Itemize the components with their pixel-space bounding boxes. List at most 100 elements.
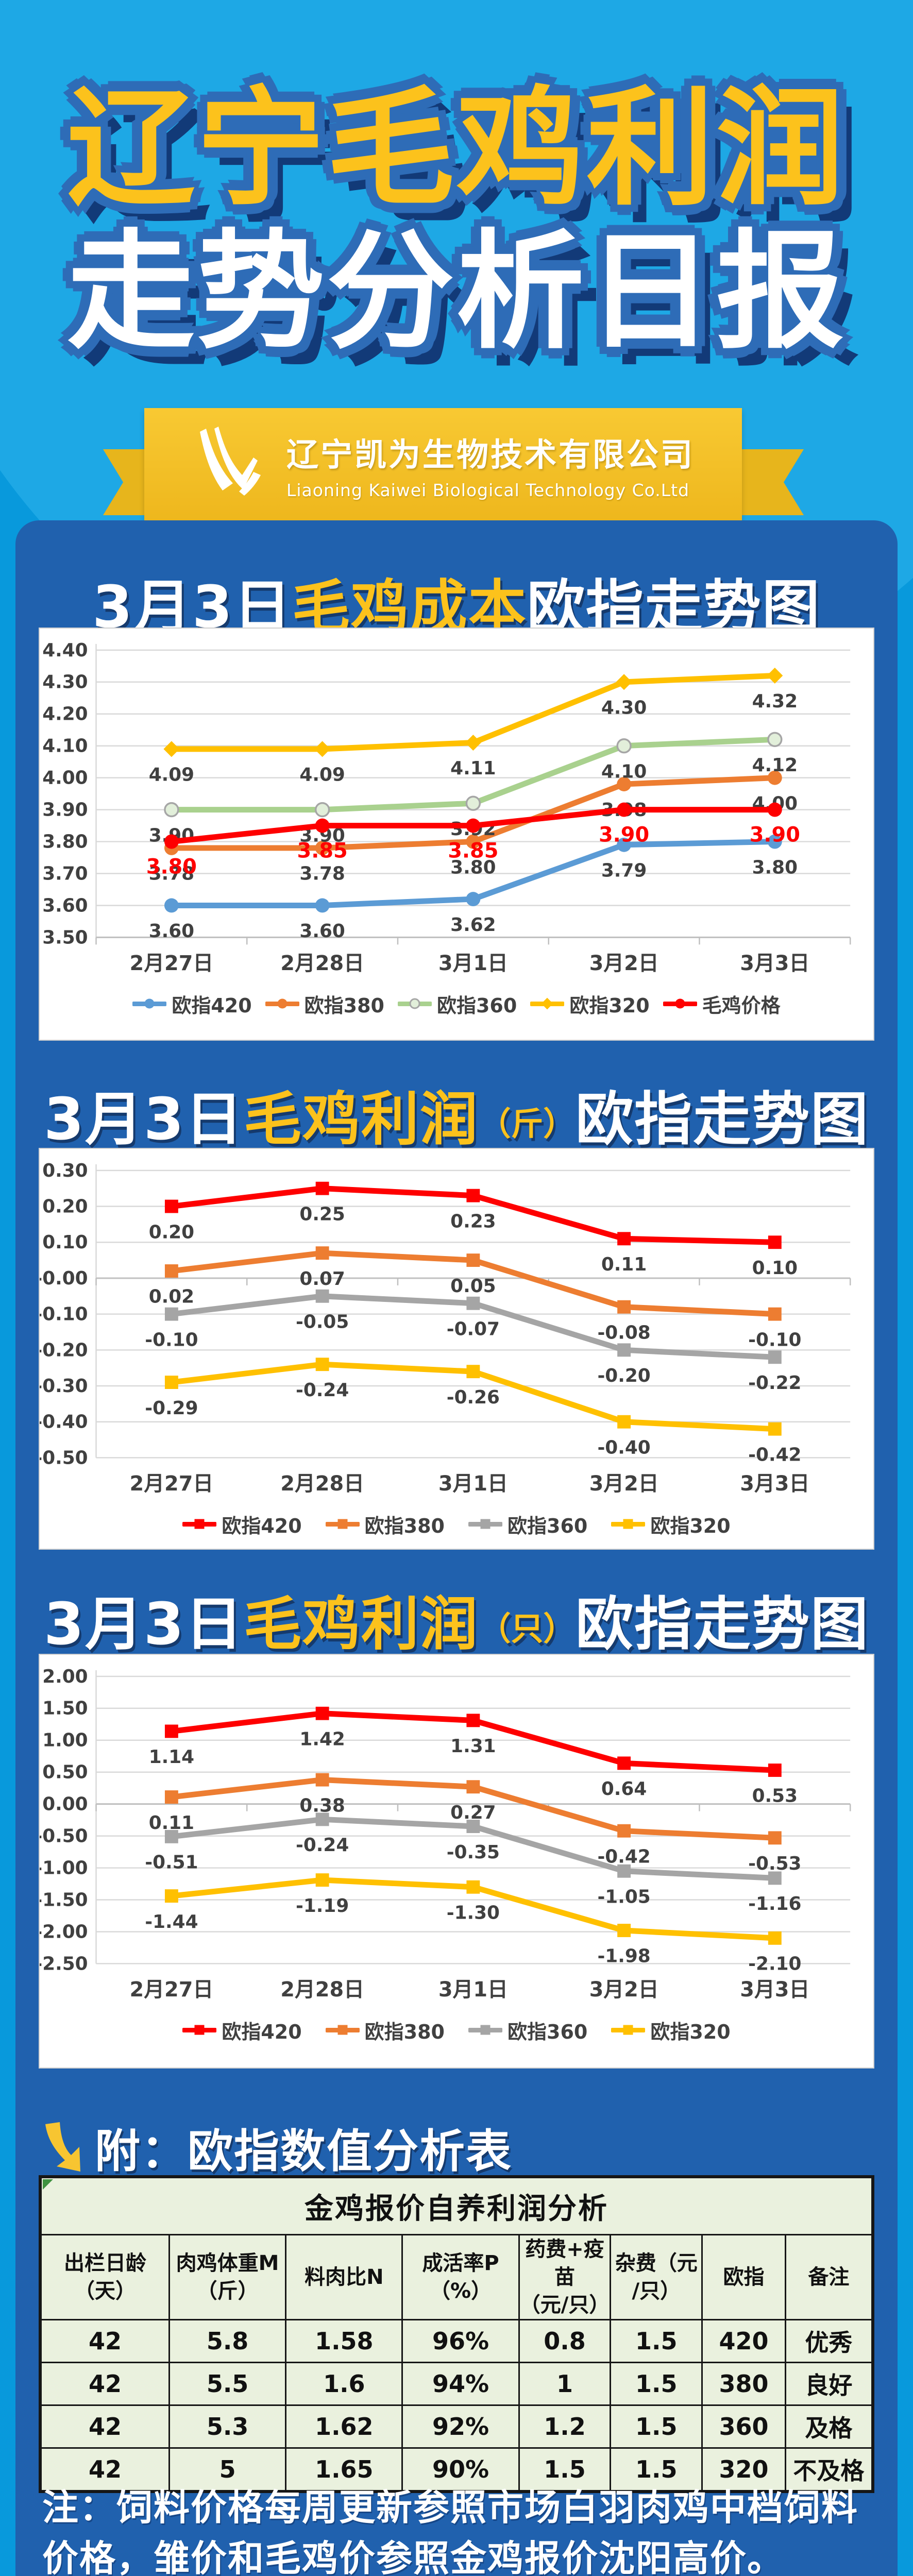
legend-item: 欧指320	[611, 2016, 731, 2044]
legend-item: 欧指380	[325, 2016, 445, 2044]
svg-text:0.07: 0.07	[299, 1268, 345, 1290]
svg-text:1.42: 1.42	[299, 1728, 345, 1750]
chart-title-part: 欧指走势图	[576, 1591, 870, 1658]
profit-table: 金鸡报价自养利润分析 出栏日龄 （天） 肉鸡体重M （斤） 料肉比N 成活率P （%） 药费+疫…	[39, 2175, 874, 2493]
svg-text:3.50: 3.50	[42, 927, 88, 948]
legend-label: 欧指420	[172, 994, 252, 1017]
table-cell: 1.2	[518, 2404, 612, 2449]
svg-text:4.09: 4.09	[149, 765, 194, 786]
svg-text:-0.29: -0.29	[145, 1398, 198, 1419]
svg-text:-0.07: -0.07	[447, 1318, 500, 1340]
svg-text:-0.35: -0.35	[447, 1842, 500, 1863]
table-cell: 1.5	[610, 2362, 703, 2406]
svg-text:3.90: 3.90	[599, 823, 649, 846]
chart3-canvas: 2.00 1.50 1.00 0.50 0.00 -0.50 -1.00 -1.50 -2.00…	[40, 1666, 851, 2002]
svg-text:4.20: 4.20	[42, 704, 88, 725]
svg-text:3月3日: 3月3日	[740, 1978, 809, 2002]
company-name-cn: 辽宁凯为生物技术有限公司	[286, 435, 695, 473]
svg-text:3.80: 3.80	[42, 832, 88, 853]
table-cell: 良好	[784, 2362, 874, 2406]
company-logo-icon	[192, 425, 269, 504]
svg-text:0.20: 0.20	[149, 1222, 194, 1243]
table-cell: 1.65	[285, 2447, 403, 2493]
svg-text:-1.30: -1.30	[447, 1902, 500, 1923]
table-cell: 1.62	[285, 2404, 403, 2449]
analysis-section-title: 附：欧指数值分析表	[95, 2125, 513, 2178]
table-cell: 优秀	[784, 2319, 874, 2363]
svg-text:-0.50: -0.50	[40, 1447, 88, 1468]
header-title: 辽宁毛鸡利润 走势分析日报	[0, 77, 913, 364]
table-cell: 1.5	[518, 2447, 612, 2493]
legend-label: 欧指420	[222, 2020, 302, 2043]
chart1-canvas: 4.40 4.30 4.20 4.10 4.00 3.90 3.80 3.70 3.60 3.50…	[42, 640, 851, 975]
table-cell: 5.3	[168, 2404, 287, 2449]
svg-text:-0.05: -0.05	[296, 1312, 349, 1333]
svg-text:3.60: 3.60	[299, 921, 345, 942]
svg-text:-1.98: -1.98	[597, 1946, 650, 1967]
series-欧指320: 4.09 4.09 4.11 4.30 4.32	[149, 667, 798, 786]
table-header-cell: 药费+疫苗 （元/只）	[518, 2234, 612, 2320]
svg-text:2月27日: 2月27日	[130, 952, 214, 975]
legend-item: 欧指320	[530, 990, 650, 1018]
cell-corner-marker	[43, 2179, 53, 2190]
legend-label: 欧指360	[508, 2020, 588, 2043]
table-cell: 1.5	[610, 2319, 703, 2363]
table-cell: 320	[701, 2447, 786, 2493]
svg-text:0.25: 0.25	[299, 1204, 345, 1225]
svg-text:-0.22: -0.22	[748, 1372, 801, 1394]
table-header-row: 出栏日龄 （天） 肉鸡体重M （斤） 料肉比N 成活率P （%） 药费+疫苗 （元/只） 杂费（元…	[39, 2234, 874, 2320]
table-cell: 380	[701, 2362, 786, 2406]
svg-text:2月28日: 2月28日	[280, 1472, 364, 1496]
table-cell: 96%	[401, 2319, 520, 2363]
legend-item: 欧指380	[325, 1510, 445, 1538]
svg-text:0.10: 0.10	[42, 1232, 88, 1253]
svg-text:3.78: 3.78	[149, 863, 194, 885]
chart-title-part: 毛鸡利润	[243, 1591, 479, 1658]
svg-text:0.23: 0.23	[450, 1211, 496, 1232]
svg-text:3.80: 3.80	[752, 857, 798, 878]
svg-text:-0.40: -0.40	[40, 1412, 88, 1433]
svg-text:-0.20: -0.20	[40, 1340, 88, 1361]
svg-text:-1.50: -1.50	[40, 1889, 88, 1910]
legend-marker-icon	[325, 2025, 360, 2035]
chart2-title: 3月3日毛鸡利润（斤）欧指走势图	[15, 1073, 898, 1156]
svg-text:3.85: 3.85	[448, 839, 498, 862]
table-header-cell: 出栏日龄 （天）	[39, 2234, 170, 2320]
legend-item: 欧指360	[397, 990, 517, 1018]
table-cell: 1	[518, 2362, 612, 2406]
svg-text:2月28日: 2月28日	[280, 952, 364, 975]
table-row: 42 5.5 1.6 94% 1 1.5 380 良好	[39, 2362, 874, 2406]
series-欧指420: 1.14 1.42 1.31 0.64 0.53	[149, 1706, 798, 1807]
legend-item: 欧指380	[265, 990, 384, 1018]
series-欧指360: -0.10 -0.05 -0.07 -0.20 -0.22	[145, 1289, 801, 1394]
legend-label: 欧指380	[304, 994, 384, 1017]
svg-text:-0.08: -0.08	[597, 1322, 650, 1343]
table-cell: 1.5	[610, 2404, 703, 2449]
chart3-title: 3月3日毛鸡利润（只）欧指走势图	[15, 1578, 898, 1661]
table-cell: 5	[168, 2447, 287, 2493]
table-row: 42 5 1.65 90% 1.5 1.5 320 不及格	[39, 2447, 874, 2493]
svg-text:2月28日: 2月28日	[280, 1978, 364, 2002]
series-毛鸡价格: 3.803.85 3.853.90 3.90	[146, 802, 800, 878]
svg-text:0.20: 0.20	[42, 1196, 88, 1217]
svg-text:3月2日: 3月2日	[589, 1978, 659, 2002]
svg-text:-0.30: -0.30	[40, 1376, 88, 1397]
legend-item: 毛鸡价格	[663, 990, 781, 1018]
svg-text:4.10: 4.10	[601, 761, 647, 782]
svg-text:0.02: 0.02	[149, 1286, 194, 1308]
svg-text:4.00: 4.00	[42, 768, 88, 789]
table-cell: 420	[701, 2319, 786, 2363]
table-cell: 5.8	[168, 2319, 287, 2363]
svg-text:3.78: 3.78	[299, 863, 345, 885]
legend-item: 欧指360	[468, 2016, 587, 2044]
svg-text:3.90: 3.90	[750, 823, 800, 846]
table-cell: 1.58	[285, 2319, 403, 2363]
svg-text:2月27日: 2月27日	[130, 1978, 214, 2002]
legend-marker-icon	[468, 2025, 502, 2035]
series-欧指420: 3.60 3.60 3.62 3.79 3.80	[149, 834, 798, 942]
series-欧指420: 0.20 0.25 0.23 0.11 0.10	[149, 1181, 798, 1279]
legend-label: 毛鸡价格	[702, 994, 781, 1017]
svg-text:3.80: 3.80	[146, 855, 197, 878]
svg-text:3月2日: 3月2日	[589, 1472, 659, 1496]
